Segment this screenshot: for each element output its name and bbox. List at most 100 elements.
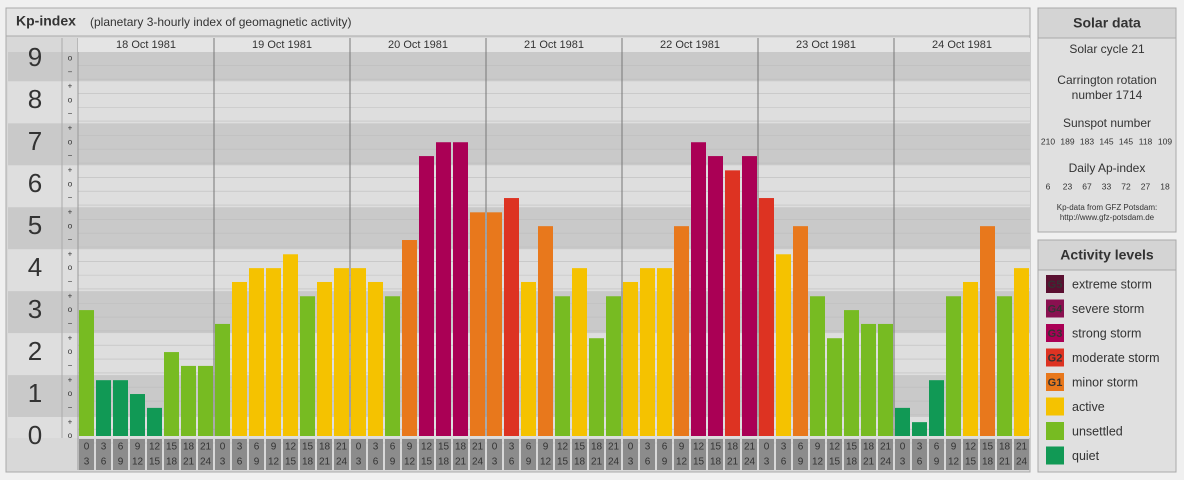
minor-tick-label: o xyxy=(68,221,73,230)
time-label: 18 xyxy=(438,457,450,468)
time-label: 15 xyxy=(693,457,705,468)
bar xyxy=(946,296,961,436)
minor-tick-label: + xyxy=(68,249,73,258)
time-label: 21 xyxy=(183,457,195,468)
minor-tick-label: o xyxy=(68,347,73,356)
level-label: strong storm xyxy=(1072,326,1141,340)
time-box xyxy=(453,439,468,470)
minor-tick-label: − xyxy=(68,151,73,160)
ap-value: 23 xyxy=(1063,181,1073,191)
time-label: 0 xyxy=(492,442,498,453)
time-label: 12 xyxy=(540,457,552,468)
time-label: 21 xyxy=(880,442,892,453)
ap-value: 67 xyxy=(1082,181,1092,191)
time-box xyxy=(810,439,825,470)
time-box xyxy=(96,439,111,470)
time-label: 3 xyxy=(917,442,923,453)
bar xyxy=(572,268,587,436)
ap-value: 18 xyxy=(1160,181,1170,191)
ap-value: 72 xyxy=(1121,181,1131,191)
time-label: 9 xyxy=(271,442,277,453)
time-box xyxy=(742,439,757,470)
time-box xyxy=(232,439,247,470)
time-label: 6 xyxy=(662,442,668,453)
minor-tick-label: + xyxy=(68,291,73,300)
time-box xyxy=(844,439,859,470)
minor-tick-label: − xyxy=(68,109,73,118)
bar xyxy=(589,338,604,436)
sunspot-value: 145 xyxy=(1119,136,1133,146)
sunspot-value: 189 xyxy=(1060,136,1074,146)
bar xyxy=(929,380,944,436)
time-label: 21 xyxy=(727,457,739,468)
time-label: 21 xyxy=(455,457,467,468)
time-box xyxy=(317,439,332,470)
band xyxy=(8,81,1030,124)
minor-tick-label: − xyxy=(68,235,73,244)
bar xyxy=(963,281,978,436)
bar xyxy=(997,296,1012,436)
bar xyxy=(912,422,927,436)
bar xyxy=(640,268,655,436)
bar xyxy=(708,156,723,437)
time-label: 18 xyxy=(302,457,314,468)
time-label: 3 xyxy=(220,457,226,468)
time-label: 9 xyxy=(543,442,549,453)
minor-tick-label: o xyxy=(68,179,73,188)
time-box xyxy=(725,439,740,470)
time-box xyxy=(929,439,944,470)
time-label: 12 xyxy=(421,442,433,453)
source: Kp-data from GFZ Potsdam: xyxy=(1057,203,1157,212)
time-box xyxy=(640,439,655,470)
bar xyxy=(317,281,332,436)
time-label: 9 xyxy=(526,457,532,468)
carrington: number 1714 xyxy=(1072,88,1143,102)
time-label: 18 xyxy=(591,442,603,453)
bar xyxy=(538,226,553,436)
time-label: 12 xyxy=(404,457,416,468)
level-label: active xyxy=(1072,400,1105,414)
bar xyxy=(79,310,94,436)
level-badge: G1 xyxy=(1048,377,1063,389)
minor-tick-label: + xyxy=(68,417,73,426)
time-box xyxy=(130,439,145,470)
bar xyxy=(453,142,468,437)
time-box xyxy=(963,439,978,470)
y-tick-label: 0 xyxy=(28,420,42,450)
time-label: 3 xyxy=(781,442,787,453)
bar xyxy=(215,323,230,436)
time-label: 18 xyxy=(574,457,586,468)
minor-tick-label: + xyxy=(68,165,73,174)
minor-tick-label: + xyxy=(68,333,73,342)
time-box xyxy=(691,439,706,470)
minor-tick-label: − xyxy=(68,403,73,412)
time-box xyxy=(946,439,961,470)
time-label: 6 xyxy=(781,457,787,468)
time-label: 6 xyxy=(509,457,515,468)
time-label: 21 xyxy=(591,457,603,468)
ap-title: Daily Ap-index xyxy=(1069,161,1146,175)
time-box xyxy=(555,439,570,470)
time-box xyxy=(283,439,298,470)
time-label: 3 xyxy=(84,457,90,468)
time-label: 15 xyxy=(166,442,178,453)
time-label: 15 xyxy=(302,442,314,453)
minor-tick-label: − xyxy=(68,277,73,286)
time-label: 9 xyxy=(407,442,413,453)
time-label: 12 xyxy=(557,442,569,453)
time-label: 15 xyxy=(710,442,722,453)
day-label: 24 Oct 1981 xyxy=(932,39,992,51)
solar-cycle: Solar cycle 21 xyxy=(1069,42,1145,56)
time-box xyxy=(334,439,349,470)
time-label: 12 xyxy=(132,457,144,468)
time-label: 0 xyxy=(764,442,770,453)
time-box xyxy=(402,439,417,470)
header-bar xyxy=(5,7,1031,37)
time-box xyxy=(215,439,230,470)
time-box xyxy=(912,439,927,470)
time-box xyxy=(385,439,400,470)
time-label: 18 xyxy=(319,442,331,453)
bar xyxy=(181,365,196,436)
time-label: 6 xyxy=(917,457,923,468)
bar xyxy=(810,296,825,436)
